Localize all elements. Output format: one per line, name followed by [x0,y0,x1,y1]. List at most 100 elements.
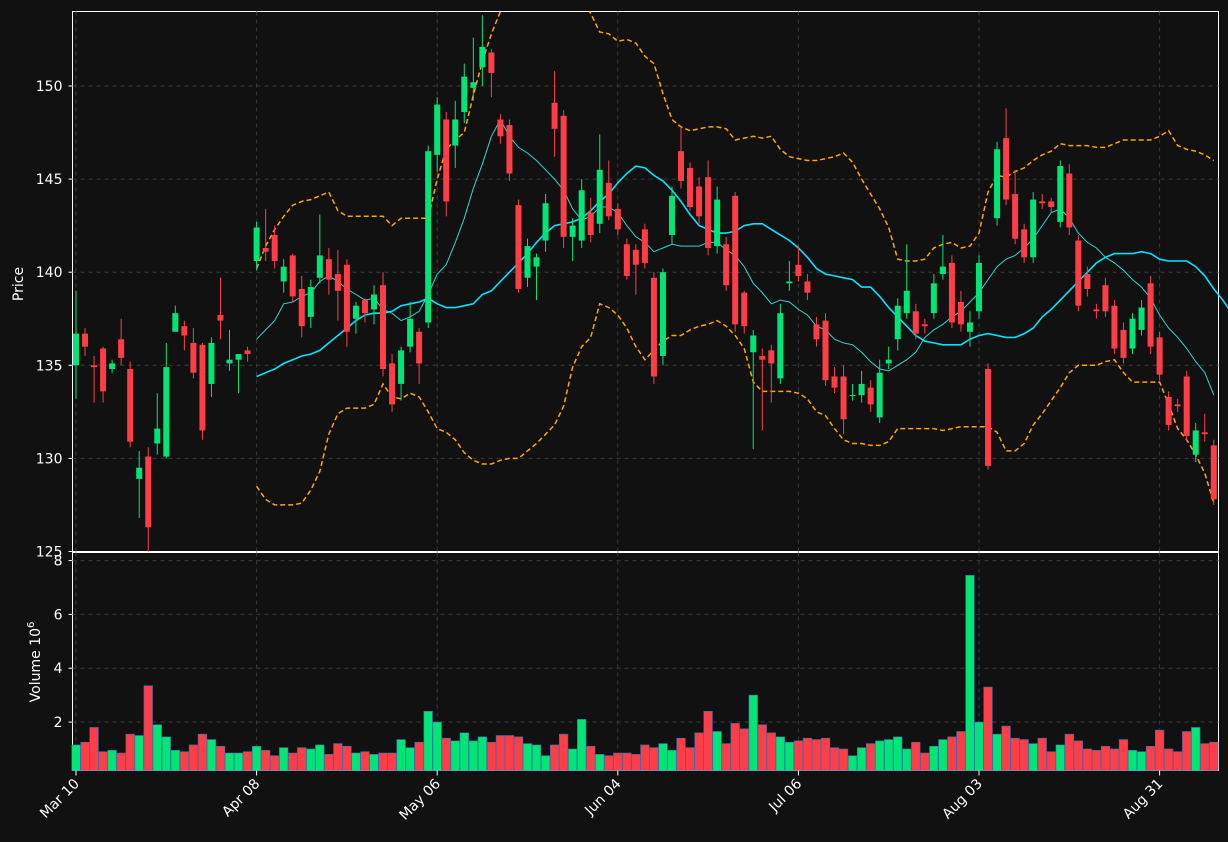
candle-body [127,369,134,442]
candle-body [750,335,757,353]
candle [316,214,323,284]
volume-bar [640,744,650,771]
candle [894,298,901,351]
candle-body [976,262,982,312]
candle-body [407,318,414,347]
candle-body [578,190,585,241]
volume-bar [152,724,162,771]
candle [1156,331,1163,381]
candle [118,318,125,366]
volume-bar [721,743,731,771]
candle-body [560,115,567,237]
candle [307,279,314,329]
date-tick-label: Mar 10 [37,776,83,822]
candle-body [199,344,206,431]
volume-bar [857,747,867,771]
candle-body [723,244,730,286]
volume-axis-label: Volume 106 [26,622,44,703]
volume-bar [929,745,939,771]
candle [506,119,513,181]
candle [822,313,829,386]
candle [154,393,161,455]
candle-body [289,255,296,297]
candle [100,346,107,403]
volume-bar [1109,748,1120,771]
volume-grid [72,552,1219,771]
candle-body [307,287,314,317]
candle [641,223,648,269]
candle-body [678,151,685,181]
candle [1039,193,1046,209]
candle-body [1165,396,1172,425]
candle [759,348,766,431]
candle [659,268,666,366]
volume-bar [531,744,542,771]
volume-bar [513,736,524,771]
candle-body [325,259,332,280]
candle [235,354,242,394]
candle-body [217,315,224,321]
volume-bar [1010,737,1020,771]
volume-bar [739,728,749,771]
candle [407,301,414,353]
volume-tick-label: 8 [54,554,63,570]
candle-body [298,288,305,327]
price-grid [72,11,1219,552]
volume-bar [279,747,289,771]
volume-bar [450,740,460,771]
candle-body [172,313,179,332]
candle [930,274,937,319]
volume-bar [965,575,975,771]
volume-bar [775,736,785,771]
candle [1021,223,1028,263]
candle [172,305,179,332]
candle-body [1030,199,1037,258]
candle [1084,266,1091,297]
date-tick-label: Jun 04 [581,776,624,819]
candle [524,238,531,288]
candle [976,255,982,319]
candle-body [1192,430,1199,455]
volume-bar [802,737,813,771]
candle [587,197,594,243]
candle-body [659,272,666,356]
candle-body [100,348,107,392]
volume-bar [315,744,325,771]
volume-bar [1019,739,1029,771]
candle-body [389,363,396,405]
candle [1066,164,1073,235]
volume-bar [1091,750,1101,771]
candle [1048,197,1055,213]
candle-body [714,199,721,247]
volume-bar [1127,750,1138,771]
candle-body [1111,305,1118,349]
date-tick-label: Jul 06 [766,776,806,816]
candle [1111,300,1118,355]
volume-axis-exponent: 6 [26,622,37,628]
candle [244,346,251,362]
candle [687,162,694,211]
candle-body [930,283,937,314]
volume-bar [893,736,903,771]
candle [1210,439,1217,505]
candle [127,361,134,448]
date-tick-label: May 06 [396,776,444,824]
volume-bar [631,754,641,771]
volume-bar [676,737,686,771]
price-tick-label: 145 [36,172,63,188]
candle [181,320,188,351]
candle-body [1156,337,1163,375]
volume-bar [224,752,235,771]
candle [840,365,847,435]
candle [533,253,540,301]
candle-body [73,333,79,366]
candle-body [145,456,152,528]
candle [921,318,928,334]
volume-bar [748,694,758,771]
candle [596,134,603,234]
candle [425,145,432,329]
candle-body [696,186,703,217]
candle-body [1021,229,1028,258]
candle-body [416,331,423,364]
